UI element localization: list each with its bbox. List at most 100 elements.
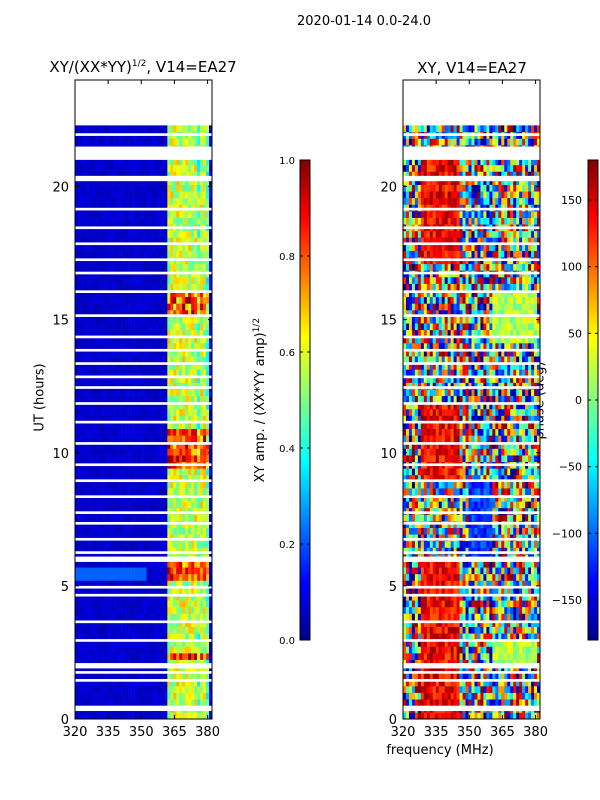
heatmap-cell — [173, 560, 177, 568]
heatmap-cell — [125, 422, 129, 430]
heatmap-cell — [200, 356, 204, 364]
heatmap-cell — [110, 316, 115, 324]
heatmap-cell — [140, 672, 144, 680]
heatmap-cell — [170, 441, 174, 449]
heatmap-cell — [122, 408, 126, 416]
heatmap-cell — [188, 250, 192, 258]
heatmap-cell — [191, 666, 195, 674]
heatmap-cell — [149, 600, 153, 608]
heatmap-cell — [116, 349, 120, 357]
heatmap-cell — [501, 679, 505, 687]
heatmap-cell — [209, 336, 213, 344]
heatmap-cell — [119, 422, 123, 430]
heatmap-cell — [164, 712, 168, 720]
heatmap-cell — [134, 448, 138, 456]
heatmap-cell — [140, 303, 144, 311]
heatmap-cell — [95, 138, 100, 146]
heatmap-cell — [131, 303, 135, 311]
heatmap-cell — [203, 250, 207, 258]
heatmap-cell — [149, 408, 153, 416]
heatmap-cell — [146, 125, 150, 133]
heatmap-cell — [167, 435, 171, 443]
heatmap-cell — [191, 692, 195, 700]
plot-frame — [74, 79, 213, 720]
heatmap-cell — [164, 296, 168, 304]
heatmap-cell — [188, 375, 192, 383]
heatmap-cell — [104, 501, 109, 509]
heatmap-cell — [173, 158, 177, 166]
heatmap-cell — [161, 422, 165, 430]
heatmap-cell — [125, 342, 129, 350]
heatmap-cell — [110, 230, 115, 238]
heatmap-cell — [161, 389, 165, 397]
heatmap-cell — [209, 494, 213, 502]
heatmap-cell — [197, 435, 201, 443]
heatmap-cell — [125, 672, 129, 680]
heatmap-cell — [107, 587, 112, 594]
heatmap-cell — [125, 600, 129, 608]
heatmap-cell — [182, 639, 186, 647]
heatmap-cell — [113, 474, 117, 482]
heatmap-cell — [206, 468, 210, 476]
heatmap-cell — [209, 448, 213, 456]
heatmap-cell — [104, 263, 109, 271]
heatmap-cell — [164, 699, 168, 707]
heatmap-cell — [435, 666, 440, 674]
heatmap-cell — [86, 600, 91, 608]
heatmap-cell — [89, 573, 94, 581]
heatmap-cell — [164, 534, 168, 542]
heatmap-cell — [80, 125, 85, 133]
heatmap-cell — [188, 587, 192, 594]
heatmap-cell — [104, 534, 109, 542]
heatmap-cell — [101, 230, 106, 238]
heatmap-cell — [137, 369, 141, 377]
heatmap-cell — [125, 494, 129, 502]
heatmap-cell — [522, 653, 526, 660]
heatmap-cell — [95, 593, 100, 601]
heatmap-cell — [483, 666, 487, 674]
heatmap-cell — [143, 211, 147, 218]
heatmap-cell — [191, 296, 195, 304]
heatmap-cell — [197, 375, 201, 383]
heatmap-cell — [209, 422, 213, 430]
heatmap-cell — [453, 639, 457, 647]
heatmap-cell — [209, 646, 213, 654]
heatmap-cell — [134, 382, 138, 390]
heatmap-cell — [146, 672, 150, 680]
heatmap-cell — [131, 329, 135, 337]
heatmap-cell — [86, 217, 91, 225]
heatmap-cell — [158, 494, 162, 502]
heatmap-cell — [107, 646, 112, 654]
heatmap-cell — [155, 217, 159, 225]
heatmap-cell — [75, 653, 79, 660]
heatmap-cell — [408, 653, 413, 660]
heatmap-cell — [438, 712, 443, 720]
heatmap-cell — [191, 402, 195, 410]
heatmap-cell — [167, 197, 171, 205]
heatmap-cell — [158, 382, 162, 390]
heatmap-cell — [92, 290, 97, 298]
heatmap-cell — [122, 428, 126, 436]
heatmap-cell — [161, 415, 165, 423]
heatmap-cell — [80, 441, 85, 449]
heatmap-cell — [75, 125, 79, 133]
heatmap-cell — [173, 230, 177, 238]
heatmap-cell — [125, 283, 129, 291]
heatmap-cell — [122, 448, 126, 456]
heatmap-cell — [107, 626, 112, 634]
heatmap-cell — [179, 309, 183, 317]
heatmap-cell — [459, 639, 463, 647]
heatmap-cell — [185, 283, 189, 291]
heatmap-cell — [80, 356, 85, 364]
heatmap-cell — [182, 408, 186, 416]
heatmap-cell — [143, 197, 147, 205]
heatmap-cell — [486, 626, 490, 634]
heatmap-cell — [104, 369, 109, 377]
heatmap-cell — [432, 620, 437, 627]
heatmap-cell — [75, 666, 79, 674]
heatmap-cell — [119, 481, 123, 489]
heatmap-cell — [176, 633, 180, 641]
heatmap-cell — [98, 395, 103, 403]
heatmap-cell — [414, 646, 419, 654]
heatmap-cell — [152, 342, 156, 350]
